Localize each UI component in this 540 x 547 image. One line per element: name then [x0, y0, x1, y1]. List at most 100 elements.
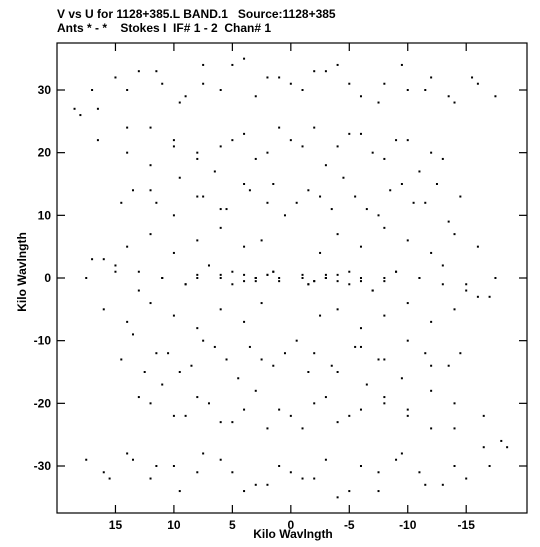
uv-point	[243, 57, 246, 60]
uv-point	[430, 76, 433, 79]
uv-point	[254, 280, 257, 283]
uv-point	[96, 139, 99, 142]
uv-point	[114, 264, 117, 267]
uv-point	[91, 258, 94, 261]
uv-point	[313, 70, 316, 73]
uv-point-conjugate	[482, 414, 485, 417]
uv-point-conjugate	[430, 389, 433, 392]
uv-point	[289, 82, 292, 85]
uv-point-conjugate	[155, 352, 158, 355]
uv-point-conjugate	[266, 483, 269, 486]
uv-point-conjugate	[102, 258, 105, 261]
uv-point	[400, 183, 403, 185]
uv-point	[131, 458, 134, 461]
uv-point	[377, 214, 380, 217]
uv-point	[313, 402, 316, 405]
uv-point-conjugate	[453, 233, 456, 236]
uv-point-conjugate	[430, 151, 433, 154]
uv-point	[319, 314, 322, 317]
uv-point	[219, 208, 222, 211]
uv-point	[196, 327, 199, 330]
uv-point	[231, 471, 234, 474]
uv-point-conjugate	[383, 358, 386, 361]
uv-point	[307, 371, 310, 373]
uv-point-conjugate	[348, 82, 351, 85]
uv-point	[278, 277, 281, 279]
y-tick-label: 10	[38, 208, 52, 222]
uv-point	[178, 490, 181, 493]
uv-point	[219, 421, 222, 424]
uv-point-conjugate	[348, 414, 351, 417]
uv-point-conjugate	[289, 471, 292, 474]
uv-point	[260, 358, 263, 361]
x-tick-label: 15	[109, 518, 123, 532]
uv-point-conjugate	[377, 490, 380, 493]
uv-point	[400, 377, 403, 380]
uv-point	[172, 314, 175, 317]
uv-point-conjugate	[196, 277, 199, 279]
uv-point-conjugate	[137, 396, 140, 399]
uv-point-conjugate	[184, 414, 187, 417]
uv-point-conjugate	[172, 139, 175, 142]
uv-point	[196, 151, 199, 154]
uv-point	[266, 427, 269, 430]
x-axis-label: Kilo Wavlngth	[253, 527, 333, 541]
uv-point-conjugate	[319, 195, 322, 198]
uv-point	[383, 314, 386, 317]
uv-point-conjugate	[225, 208, 228, 211]
uv-point	[383, 396, 386, 399]
uv-point	[441, 157, 444, 160]
uv-point-conjugate	[424, 89, 427, 91]
uv-point	[137, 270, 140, 273]
uv-point	[418, 277, 421, 279]
uv-point-conjugate	[359, 245, 362, 248]
uv-point-conjugate	[126, 151, 129, 154]
uv-point	[324, 277, 327, 279]
uv-point-conjugate	[96, 107, 99, 110]
uv-point	[243, 273, 246, 276]
uv-point-conjugate	[488, 465, 491, 467]
uv-point	[336, 308, 339, 311]
uv-point-conjugate	[202, 82, 205, 85]
uv-point	[120, 358, 123, 361]
uv-point-conjugate	[406, 339, 409, 342]
uv-point	[219, 277, 222, 279]
uv-point-conjugate	[137, 289, 140, 292]
uv-point-conjugate	[313, 477, 316, 480]
uv-point-conjugate	[266, 151, 269, 154]
uv-point	[172, 214, 175, 217]
uv-point	[377, 358, 380, 361]
uv-point-conjugate	[131, 189, 134, 192]
uv-point-conjugate	[272, 270, 275, 273]
uv-point-conjugate	[254, 389, 257, 392]
uv-point	[301, 477, 304, 480]
uv-point-conjugate	[359, 132, 362, 135]
uv-point-conjugate	[465, 477, 468, 480]
uv-point-conjugate	[254, 95, 257, 98]
x-tick-label: 5	[229, 518, 236, 532]
uv-point	[172, 414, 175, 417]
uv-point	[254, 483, 257, 486]
uv-point	[447, 364, 450, 367]
uv-point-conjugate	[383, 402, 386, 405]
uv-point	[359, 95, 362, 98]
uv-point-conjugate	[126, 452, 129, 455]
uv-point	[424, 352, 427, 355]
uv-point	[395, 270, 398, 273]
uv-point	[359, 327, 362, 330]
uv-point	[219, 89, 222, 91]
uv-point-conjugate	[383, 280, 386, 283]
uv-point-conjugate	[406, 139, 409, 142]
uv-point	[237, 377, 240, 380]
uv-point	[418, 170, 421, 173]
uv-point	[336, 273, 339, 276]
uv-point-conjugate	[131, 333, 134, 336]
uv-point	[371, 289, 374, 292]
uv-point	[266, 201, 269, 204]
uv-point-conjugate	[149, 126, 152, 129]
uv-point-conjugate	[383, 226, 386, 229]
uv-point-conjugate	[219, 145, 222, 148]
uv-point	[278, 126, 281, 129]
uv-point-conjugate	[161, 383, 164, 386]
y-tick-label: -10	[34, 334, 52, 348]
